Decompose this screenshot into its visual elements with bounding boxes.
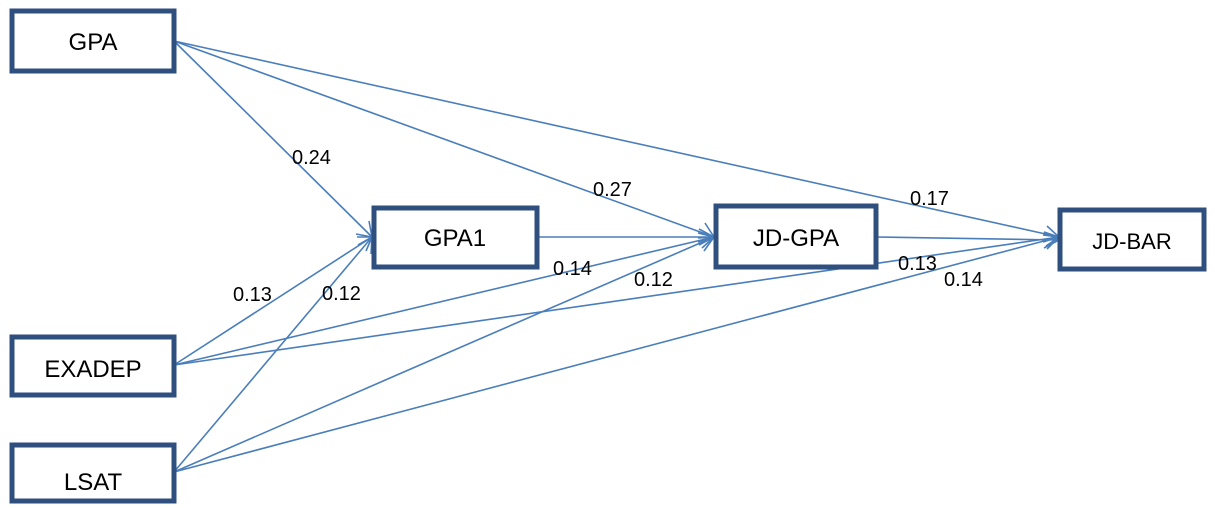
label-lsat-jdbar: 0.14 <box>944 269 983 291</box>
node-exadep-label: EXADEP <box>44 356 141 383</box>
label-exadep-gpa1: 0.13 <box>233 284 272 306</box>
edge-lsat-gpa1 <box>173 235 373 473</box>
label-gpa-jdbar: 0.17 <box>910 188 949 210</box>
node-exadep-box <box>9 334 177 398</box>
node-gpa: GPA <box>9 8 177 74</box>
node-exadep: EXADEP <box>9 334 177 398</box>
label-lsat-jdgpa: 0.12 <box>634 269 673 291</box>
edge-exadep-jdbar <box>173 231 1061 366</box>
node-jd-gpa-label: JD-GPA <box>753 225 839 252</box>
node-gpa1-label: GPA1 <box>424 225 486 252</box>
node-lsat: LSAT <box>9 442 177 504</box>
label-lsat-gpa1: 0.12 <box>322 283 361 305</box>
edge-gpa-gpa1 <box>173 40 374 239</box>
label-gpa-jdgpa: 0.27 <box>593 179 632 201</box>
label-exadep-jdbar: 0.13 <box>898 253 937 275</box>
edge-jdgpa-jdbar <box>875 231 1061 249</box>
node-gpa1: GPA1 <box>371 205 540 270</box>
label-gpa1-jdgpa: 0.14 <box>553 258 592 280</box>
node-jd-gpa-box <box>713 203 879 270</box>
edge-gpa-jdbar <box>173 40 1061 243</box>
node-lsat-label: LSAT <box>64 469 123 496</box>
edges <box>173 40 1061 473</box>
node-gpa-box <box>9 8 177 74</box>
node-jd-gpa: JD-GPA <box>713 203 879 270</box>
node-gpa1-box <box>371 205 540 270</box>
edge-lsat-jdgpa <box>173 236 716 473</box>
edge-labels: 0.24 0.27 0.17 0.14 0.13 0.12 0.12 0.13 … <box>233 147 983 306</box>
label-gpa-gpa1: 0.24 <box>292 147 331 169</box>
node-gpa-label: GPA <box>69 29 118 56</box>
node-lsat-box <box>9 442 177 504</box>
node-jd-bar-box <box>1057 207 1207 272</box>
node-jd-bar-label: JD-BAR <box>1092 229 1171 254</box>
node-jd-bar: JD-BAR <box>1057 207 1207 272</box>
